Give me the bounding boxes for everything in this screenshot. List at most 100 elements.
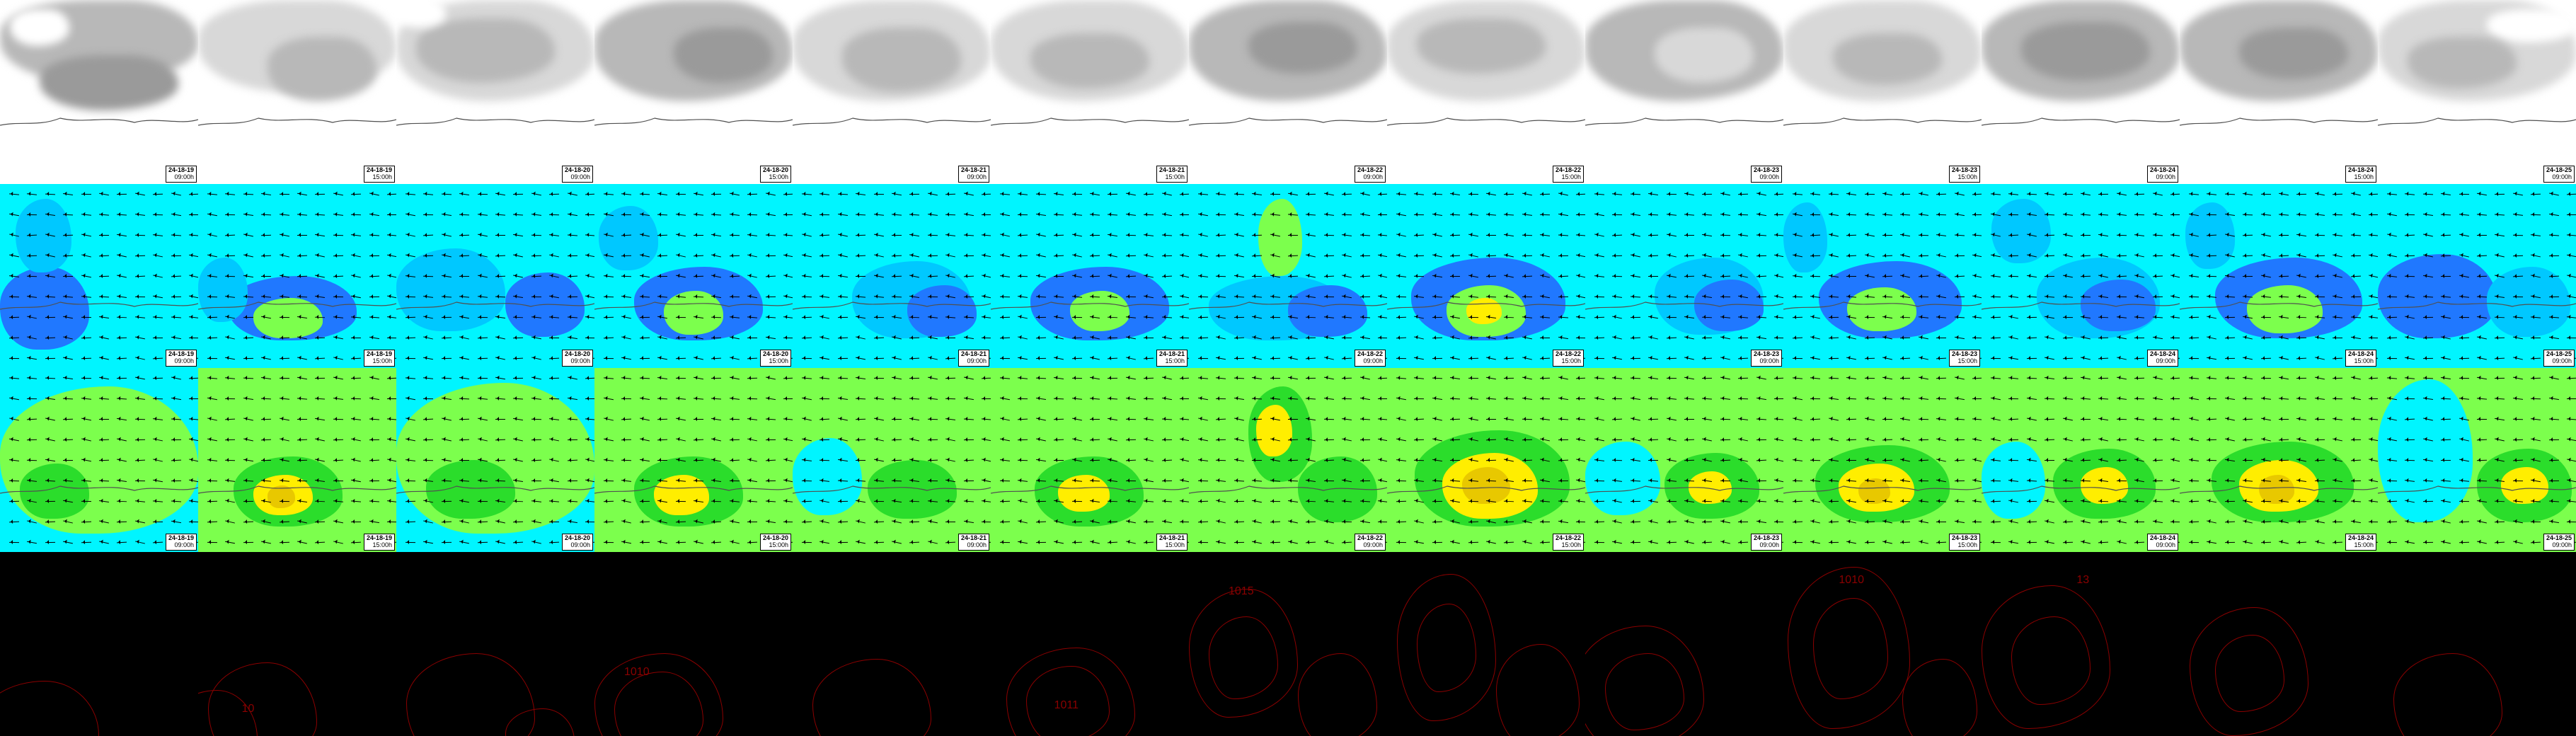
wind-arrows: [198, 184, 396, 368]
hour-text: 15:00h: [1159, 542, 1185, 549]
hour-text: 15:00h: [1556, 542, 1581, 549]
hour-text: 09:00h: [2546, 358, 2572, 365]
hour-text: 09:00h: [1754, 174, 1779, 181]
timestamp-label: 24-18-20 09:00h: [562, 166, 593, 183]
wind-arrows: [1982, 368, 2180, 552]
cloud-region: [2408, 37, 2517, 88]
wind-arrows: [2180, 184, 2378, 368]
gust-panel: 24-18-22 09:00h: [1189, 368, 1387, 552]
isobar-line: [1298, 653, 1377, 736]
cloud-region: [2021, 22, 2150, 81]
isobar-line: [0, 681, 99, 736]
cloud-panel: 24-18-21 09:00h: [793, 0, 991, 184]
pressure-panel: 1010: [594, 552, 793, 736]
hour-text: 15:00h: [367, 174, 392, 181]
cloud-panel: 24-18-22 09:00h: [1189, 0, 1387, 184]
timestamp-label: 24-18-23 09:00h: [1751, 534, 1782, 551]
cloud-panel: 24-18-24 15:00h: [2180, 0, 2378, 184]
timestamp-label: 24-18-19 09:00h: [166, 166, 197, 183]
coastline: [396, 125, 594, 127]
wind-panel: 24-18-22 15:00h: [1387, 184, 1585, 368]
timestamp-label: 24-18-19 15:00h: [364, 534, 395, 551]
wind-arrows: [1387, 368, 1585, 552]
timestamp-label: 24-18-19 09:00h: [166, 350, 197, 367]
timestamp-label: 24-18-20 15:00h: [760, 534, 791, 551]
hour-text: 09:00h: [2150, 174, 2175, 181]
wind-panel: 24-18-20 09:00h: [396, 184, 594, 368]
isobar-line: [1813, 598, 1888, 699]
wind-arrows: [594, 184, 793, 368]
cloud-region: [396, 0, 446, 28]
wind-arrows: [0, 184, 198, 368]
gust-panel: 24-18-24 15:00h: [2180, 368, 2378, 552]
wind-panel: 24-18-24 09:00h: [1982, 184, 2180, 368]
timestamp-label: 24-18-23 15:00h: [1949, 166, 1980, 183]
pressure-panel: [2378, 552, 2576, 736]
wind-panel: 24-18-23 09:00h: [1585, 184, 1783, 368]
coastline: [1189, 125, 1387, 127]
timestamp-label: 24-18-23 15:00h: [1949, 350, 1980, 367]
wind-arrows: [1585, 368, 1783, 552]
timestamp-label: 24-18-23 09:00h: [1751, 350, 1782, 367]
pressure-panel: 1010: [1783, 552, 1982, 736]
wind-arrows: [396, 184, 594, 368]
hour-text: 15:00h: [2348, 358, 2374, 365]
wind-arrows: [2378, 184, 2576, 368]
wind-arrows: [594, 368, 793, 552]
hour-text: 09:00h: [961, 542, 987, 549]
cloud-panel: 24-18-20 09:00h: [396, 0, 594, 184]
hour-text: 09:00h: [2546, 174, 2572, 181]
wind-panel: 24-18-21 15:00h: [991, 184, 1189, 368]
pressure-panel: [0, 552, 198, 736]
isobar-label: 1015: [1229, 585, 1254, 598]
wind-arrows: [1982, 184, 2180, 368]
timestamp-label: 24-18-24 15:00h: [2345, 350, 2376, 367]
isobar-label: 1011: [1054, 699, 1079, 712]
gust-panel: 24-18-20 15:00h: [594, 368, 793, 552]
wind-arrows: [1387, 184, 1585, 368]
wind-panel: 24-18-21 09:00h: [793, 184, 991, 368]
wind-panel: 24-18-23 15:00h: [1783, 184, 1982, 368]
wind-panel: 24-18-22 09:00h: [1189, 184, 1387, 368]
pressure-panel: 1011: [991, 552, 1189, 736]
hour-text: 15:00h: [1556, 358, 1581, 365]
gust-panel: 24-18-23 09:00h: [1585, 368, 1783, 552]
cloud-panel: 24-18-20 15:00h: [594, 0, 793, 184]
wind-arrows: [793, 184, 991, 368]
cloud-panel: 24-18-24 09:00h: [1982, 0, 2180, 184]
cloud-panel: 24-18-22 15:00h: [1387, 0, 1585, 184]
timestamp-label: 24-18-19 09:00h: [166, 534, 197, 551]
gust-panel: 24-18-22 15:00h: [1387, 368, 1585, 552]
wind-arrows: [198, 368, 396, 552]
wind-arrows: [1783, 368, 1982, 552]
wind-arrows: [0, 368, 198, 552]
coastline: [1387, 125, 1585, 127]
hour-text: 09:00h: [168, 174, 194, 181]
hour-text: 09:00h: [565, 542, 590, 549]
cloud-region: [1417, 18, 1546, 74]
coastline: [991, 125, 1189, 127]
pressure-panel: [793, 552, 991, 736]
pressure-panel: [1585, 552, 1783, 736]
cloud-panel: 24-18-23 15:00h: [1783, 0, 1982, 184]
isobar-label: 1010: [1839, 574, 1864, 587]
wind-panel: 24-18-25 09:00h: [2378, 184, 2576, 368]
timestamp-label: 24-18-22 15:00h: [1553, 166, 1584, 183]
coastline: [1982, 125, 2180, 127]
isobar-label: 1010: [624, 666, 650, 679]
timestamp-label: 24-18-24 09:00h: [2147, 350, 2178, 367]
timestamp-label: 24-18-21 09:00h: [958, 534, 989, 551]
hour-text: 15:00h: [2348, 174, 2374, 181]
timestamp-label: 24-18-23 09:00h: [1751, 166, 1782, 183]
coastline: [0, 125, 198, 127]
hour-text: 09:00h: [168, 358, 194, 365]
wind-arrows: [1189, 368, 1387, 552]
gust-panel: 24-18-25 09:00h: [2378, 368, 2576, 552]
isobar-line: [1605, 653, 1684, 730]
cloud-region: [1655, 28, 1754, 83]
wind-panel: 24-18-19 09:00h: [0, 184, 198, 368]
timestamp-label: 24-18-21 15:00h: [1156, 350, 1188, 367]
hour-text: 15:00h: [367, 542, 392, 549]
hour-text: 15:00h: [763, 358, 788, 365]
wind-panel: 24-18-24 15:00h: [2180, 184, 2378, 368]
